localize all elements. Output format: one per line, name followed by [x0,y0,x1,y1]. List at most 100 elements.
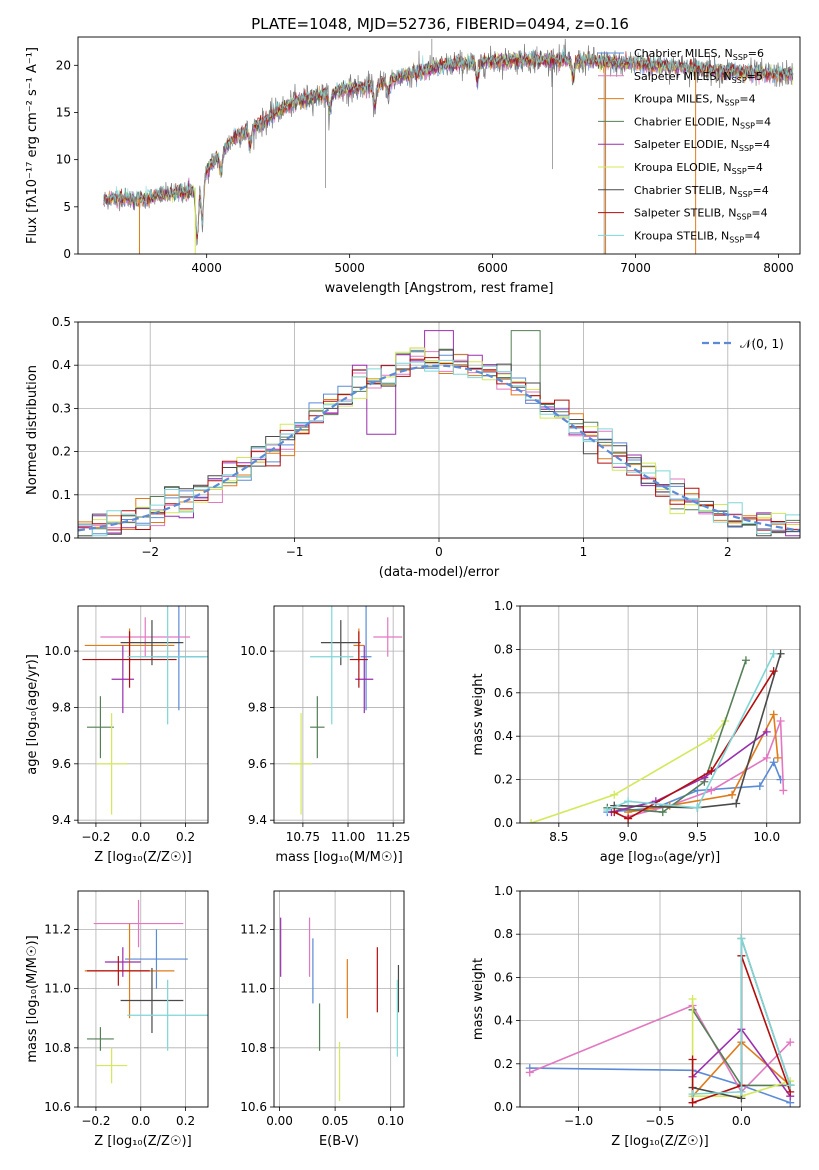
weight-point-marker [688,1055,697,1064]
x-axis-label: E(B-V) [319,1134,359,1149]
x-tick-label: −1 [286,545,304,559]
weight-point-marker [527,819,536,823]
x-tick-label: 0.2 [176,830,195,844]
weight-vs-Z-panel: −1.0 −0.5 0.0 0.0 0.2 0.4 0.6 0.8 1.0 Z [log₁₀(Z/… [471,884,801,1149]
axes-frame [77,36,801,255]
x-tick-label: 9.5 [688,830,707,844]
weight-point-marker [776,717,785,726]
weight-point-marker [693,803,702,812]
y-tick-label: 1.0 [494,599,513,613]
residuals-plot-area [78,330,800,538]
weight-point-marker [779,786,788,795]
x-tick-label: 11.25 [376,830,410,844]
mass-vs-ebv-plot-area [280,917,400,1102]
y-tick-label: 0 [63,247,71,261]
y-axis-label: mass weight [471,958,486,1040]
weight-point-marker [624,814,633,823]
x-axis-label: mass [log₁₀(M/M☉)] [275,850,402,865]
x-axis-label: Z [log₁₀(Z/Z☉)] [94,1134,191,1149]
spectrum-plot-area [103,38,794,254]
weight-point-marker [707,786,716,795]
y-tick-label: 0.4 [52,358,71,372]
weight-point-marker [610,790,619,799]
y-tick-label: 0.8 [494,927,513,941]
axes-frame [519,890,801,1108]
x-tick-label: 4000 [191,261,222,275]
axes-frame [77,890,209,1108]
weight-point-marker [755,782,764,791]
residuals-panel: −2 −1 0 1 2 0.0 0.1 0.2 0.3 0.4 0.5 (data-model)/er… [25,315,801,580]
weight-point-marker [741,656,750,665]
y-tick-label: 0.0 [494,1100,513,1114]
weight-point-marker [732,799,741,808]
y-axis-label: mass weight [471,673,486,755]
y-tick-label: 0.2 [494,773,513,787]
x-tick-label: −0.2 [81,830,110,844]
y-tick-label: 0.2 [52,445,71,459]
x-axis-label: Z [log₁₀(Z/Z☉)] [94,850,191,865]
figure-title: PLATE=1048, MJD=52736, FIBERID=0494, z=0… [251,15,629,33]
weight-series-line [606,653,775,811]
y-tick-label: 0.0 [52,531,71,545]
legend-entry: Chabrier STELIB, NSSP=4 [634,184,769,199]
x-axis-label: (data-model)/error [379,565,500,580]
x-tick-label: 8.5 [549,830,568,844]
weight-point-marker [728,790,737,799]
y-tick-label: 5 [63,200,71,214]
y-tick-label: 20 [56,58,71,72]
y-tick-label: 0.1 [52,488,71,502]
x-tick-label: 5000 [334,261,365,275]
weight-point-marker [610,808,619,817]
mass-vs-Z-plot-area [84,899,208,1084]
weight-point-marker [737,934,746,943]
y-tick-label: 9.6 [52,757,71,771]
histogram-step [78,359,800,538]
weight-point-marker [773,753,782,762]
y-tick-label: 10.0 [240,644,267,658]
y-axis-label: Normed distribution [25,365,40,495]
y-tick-label: 15 [56,105,71,119]
weight-series-line [607,760,782,813]
weight-point-marker [688,1098,697,1107]
mass-vs-ebv-panel: 0.00 0.05 0.10 10.6 10.8 11.0 11.2 E(B-V) [240,890,405,1149]
y-tick-label: 9.8 [248,700,267,714]
age-vs-mass-panel: 10.75 11.00 11.25 9.4 9.6 9.8 10.0 mass [log₁₀(… [240,605,410,865]
y-tick-label: 0.4 [494,1014,513,1028]
weight-point-marker [762,753,771,762]
x-tick-label: 0.0 [131,830,150,844]
y-tick-label: 0.6 [494,686,513,700]
x-tick-label: 6000 [477,261,508,275]
y-tick-label: 0.2 [494,1057,513,1071]
legend-entry: Chabrier MILES, NSSP=6 [634,47,764,62]
legend-entry: Kroupa STELIB, NSSP=4 [634,229,760,244]
x-tick-label: 0.2 [176,1114,195,1128]
x-tick-label: −0.2 [81,1114,110,1128]
y-tick-label: 10.0 [44,644,71,658]
axes-frame [77,321,801,539]
y-tick-label: 11.2 [240,922,267,936]
legend-entry: 𝒩(0, 1) [740,337,784,351]
weight-point-marker [707,734,716,743]
axes-frame [519,605,801,824]
weight-point-marker [658,808,667,817]
legend-entry: Kroupa MILES, NSSP=4 [634,93,756,108]
legend-entry: Salpeter STELIB, NSSP=4 [634,207,768,222]
legend-entry: Chabrier ELODIE, NSSP=4 [634,115,771,130]
x-tick-label: 9.0 [619,830,638,844]
x-tick-label: 10.75 [286,830,320,844]
x-axis-label: wavelength [Angstrom, rest frame] [325,281,554,296]
y-tick-label: 0.5 [52,315,71,329]
weight-point-marker [762,727,771,736]
age-vs-Z-plot-area [82,606,208,815]
gaussian-curve [78,364,800,532]
spectrum-panel: 4000 5000 6000 7000 8000 0 5 10 15 20 wavelength [… [25,36,801,296]
y-tick-label: 10.6 [44,1100,71,1114]
y-axis-label: Flux [fλ10⁻¹⁷ erg cm⁻² s⁻¹ A⁻¹] [25,47,40,244]
age-vs-Z-panel: −0.2 0.0 0.2 9.4 9.6 9.8 10.0 Z [log₁₀(Z/Z☉)] ag… [25,605,209,865]
y-tick-label: 11.0 [44,982,71,996]
y-tick-label: 0.3 [52,401,71,415]
weight-point-marker [525,1068,534,1077]
weight-point-marker [776,649,785,658]
x-tick-label: 11.00 [331,830,365,844]
weight-point-marker [769,649,778,658]
